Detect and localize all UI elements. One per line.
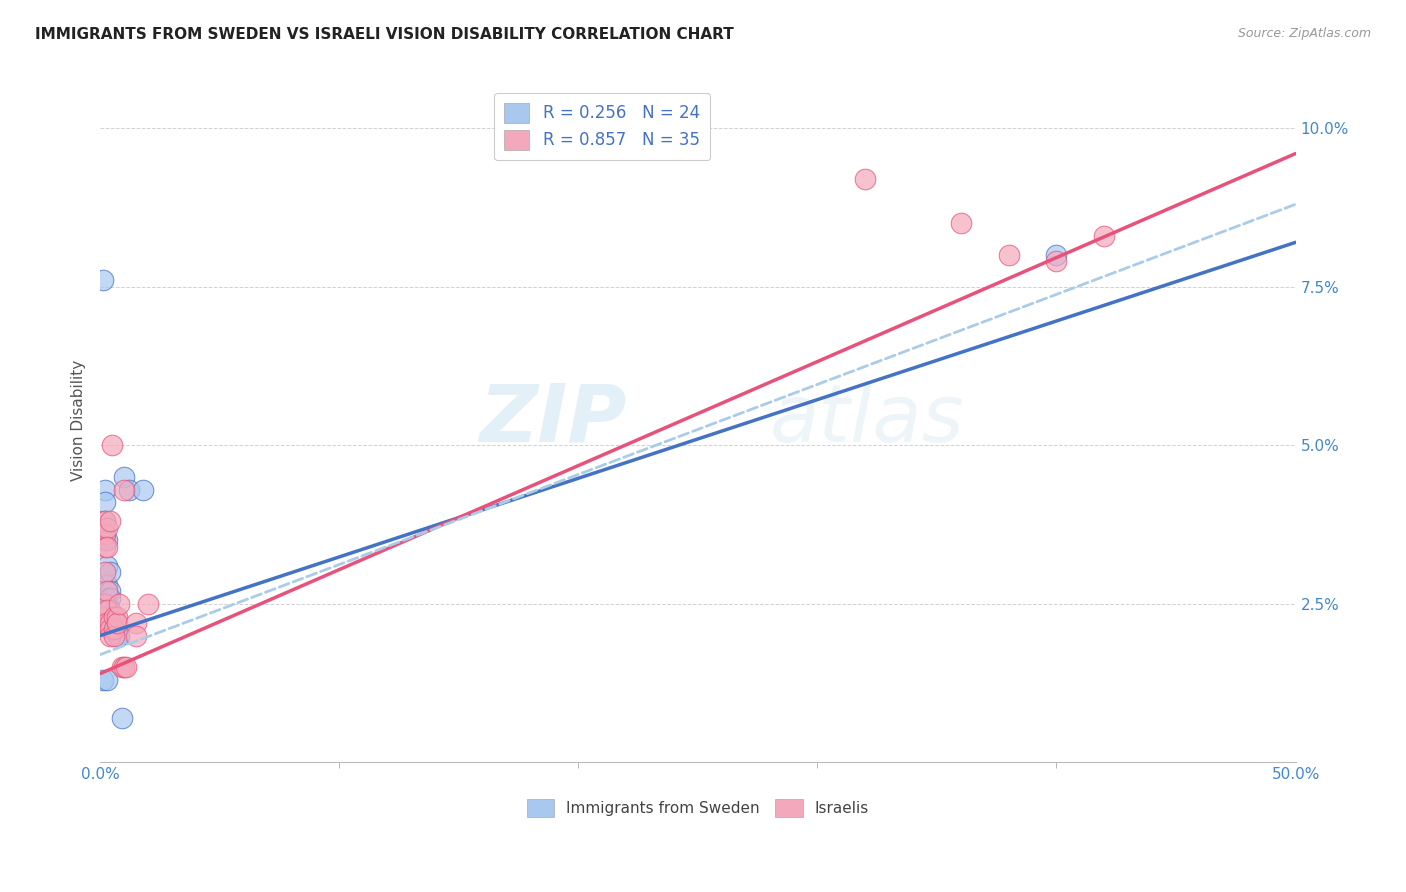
Point [103, 622, 125, 636]
Point [1045, 254, 1067, 268]
Point [91, 615, 114, 630]
Point [94, 495, 117, 509]
Point [96, 584, 118, 599]
Point [96, 578, 118, 592]
Point [98, 603, 121, 617]
Text: IMMIGRANTS FROM SWEDEN VS ISRAELI VISION DISABILITY CORRELATION CHART: IMMIGRANTS FROM SWEDEN VS ISRAELI VISION… [35, 27, 734, 42]
Point [111, 660, 134, 674]
Point [94, 515, 117, 529]
Point [96, 540, 118, 554]
Text: Source: ZipAtlas.com: Source: ZipAtlas.com [1237, 27, 1371, 40]
Point [132, 483, 155, 497]
Point [98, 584, 121, 599]
Point [94, 540, 117, 554]
Point [108, 629, 131, 643]
Point [94, 533, 117, 548]
Point [125, 629, 148, 643]
Point [96, 521, 118, 535]
Point [111, 711, 134, 725]
Point [101, 615, 124, 630]
Point [94, 483, 117, 497]
Point [105, 609, 128, 624]
Point [112, 660, 135, 674]
Point [91, 273, 114, 287]
Point [94, 597, 117, 611]
Point [108, 597, 131, 611]
Point [96, 591, 118, 605]
Point [98, 615, 121, 630]
Legend: Immigrants from Sweden, Israelis: Immigrants from Sweden, Israelis [520, 792, 876, 823]
Point [112, 483, 135, 497]
Point [98, 515, 121, 529]
Point [101, 438, 124, 452]
Point [103, 629, 125, 643]
Text: ZIP: ZIP [479, 381, 626, 459]
Point [1045, 248, 1067, 262]
Point [96, 603, 118, 617]
Point [101, 622, 124, 636]
Point [997, 248, 1019, 262]
Point [103, 609, 125, 624]
Point [96, 615, 118, 630]
Point [96, 673, 118, 687]
Point [94, 565, 117, 579]
Text: atlas: atlas [769, 381, 965, 459]
Point [949, 216, 972, 230]
Point [91, 673, 114, 687]
Point [96, 597, 118, 611]
Point [98, 615, 121, 630]
Point [98, 629, 121, 643]
Point [1092, 229, 1115, 244]
Point [105, 629, 128, 643]
Point [115, 660, 138, 674]
Point [125, 615, 148, 630]
Point [136, 597, 159, 611]
Point [98, 565, 121, 579]
Point [96, 558, 118, 573]
Point [118, 483, 141, 497]
Point [96, 603, 118, 617]
Point [103, 622, 125, 636]
Point [94, 515, 117, 529]
Point [853, 172, 876, 186]
Point [105, 615, 128, 630]
Point [94, 527, 117, 541]
Point [98, 622, 121, 636]
Point [91, 609, 114, 624]
Point [98, 591, 121, 605]
Point [96, 533, 118, 548]
Y-axis label: Vision Disability: Vision Disability [72, 359, 86, 481]
Point [112, 470, 135, 484]
